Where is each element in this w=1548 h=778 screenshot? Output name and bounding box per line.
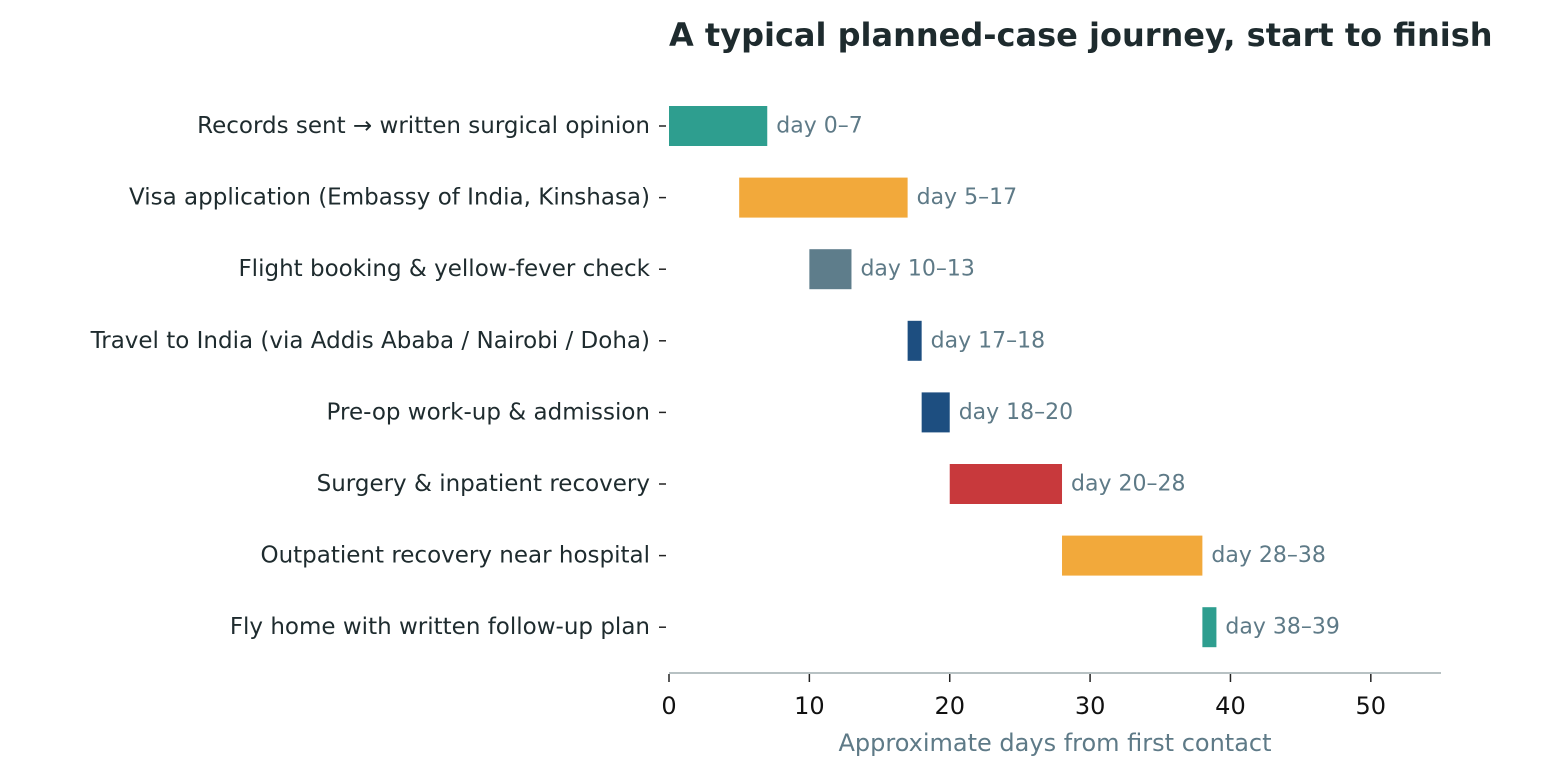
x-tick-label: 20 — [934, 692, 965, 720]
bar-label: day 20–28 — [1071, 472, 1185, 497]
bar — [1202, 607, 1217, 648]
task-label: Records sent → written surgical opinion — [197, 113, 650, 139]
task-label: Flight booking & yellow-fever check — [238, 256, 650, 282]
x-tick-label: 0 — [661, 692, 676, 720]
x-tick-label: 10 — [794, 692, 825, 720]
bars-group: day 0–7 day 5–17 day 10–13 day 17–18 day 18–… — [669, 106, 1340, 648]
bar — [669, 106, 768, 146]
bar-label: day 38–39 — [1225, 615, 1339, 640]
x-tick-label: 40 — [1215, 692, 1246, 720]
bar — [809, 249, 852, 290]
task-label: Travel to India (via Addis Ababa / Nairo… — [90, 328, 650, 354]
task-label: Outpatient recovery near hospital — [260, 543, 650, 569]
bar-label: day 28–38 — [1211, 543, 1325, 568]
bar-label: day 0–7 — [776, 114, 862, 139]
task-label: Pre-op work-up & admission — [327, 399, 650, 425]
task-label: Fly home with written follow-up plan — [230, 614, 650, 640]
task-label: Surgery & inpatient recovery — [317, 471, 650, 497]
x-tick-label: 30 — [1075, 692, 1106, 720]
bar-label: day 10–13 — [860, 257, 974, 282]
y-axis: Records sent → written surgical opinion V… — [90, 113, 666, 640]
bar-label: day 18–20 — [959, 400, 1073, 425]
chart-title: A typical planned-case journey, start to… — [669, 16, 1493, 54]
x-tick-label: 50 — [1356, 692, 1387, 720]
bar — [1062, 535, 1203, 576]
x-axis-title: Approximate days from first contact — [838, 729, 1271, 757]
task-label: Visa application (Embassy of India, Kins… — [129, 185, 650, 211]
bar — [949, 464, 1063, 504]
x-axis: 0 10 20 30 40 50 — [661, 674, 1386, 720]
bar — [739, 177, 908, 218]
bar — [907, 320, 922, 361]
bar-label: day 17–18 — [931, 328, 1045, 353]
bar-label: day 5–17 — [917, 185, 1017, 210]
bar — [921, 392, 950, 433]
